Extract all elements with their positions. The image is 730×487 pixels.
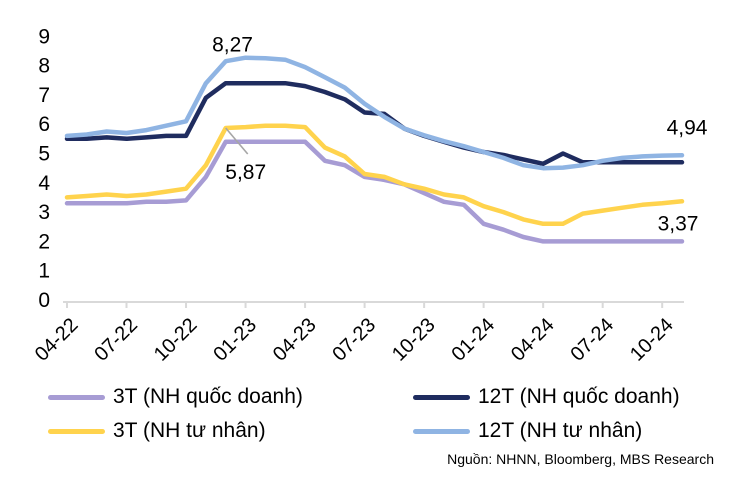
y-tick-label: 8: [38, 55, 50, 78]
source-note: Nguồn: NHNN, Bloomberg, MBS Research: [447, 451, 714, 467]
y-tick-label: 1: [38, 260, 50, 283]
legend-label-3t-tu-nhan: 3T (NH tư nhân): [113, 419, 266, 442]
rate-line-chart: 04-22 07-22 10-22 01-23 04-23 07-23 10-23 01-24…: [31, 25, 708, 366]
x-tick-label: 07-23: [328, 314, 380, 366]
y-tick-label: 6: [38, 113, 50, 136]
annotation-value-5-87: 5,87: [225, 161, 266, 184]
legend-item-12t-tu-nhan: 12T (NH tư nhân): [413, 419, 642, 443]
y-tick-label: 5: [38, 143, 50, 166]
legend-swatch-12t-tu-nhan-icon: [413, 428, 470, 434]
x-tick-label: 04-22: [31, 314, 83, 366]
y-tick-label: 9: [38, 25, 50, 48]
y-tick-label: 0: [38, 289, 50, 312]
annotation-leader-line: [225, 127, 249, 155]
x-tick-label: 04-23: [269, 314, 321, 366]
series-line-3t-nh-qu-c-doanh-: [64, 139, 685, 244]
x-tick-label: 01-24: [447, 314, 499, 366]
y-tick-label: 7: [38, 84, 50, 107]
series-line-12t-nh-qu-c-doanh-: [64, 80, 685, 167]
legend-swatch-12t-quoc-doanh-icon: [413, 394, 470, 400]
y-tick-label: 3: [38, 201, 50, 224]
x-tick-label: 04-24: [507, 314, 559, 366]
legend-swatch-3t-quoc-doanh-icon: [48, 394, 105, 400]
series-line-3t-nh-t-nh-n-: [64, 123, 685, 227]
legend-swatch-3t-tu-nhan-icon: [48, 428, 105, 434]
legend-label-3t-quoc-doanh: 3T (NH quốc doanh): [113, 385, 303, 408]
x-tick-label: 01-23: [209, 314, 261, 366]
annotation-value-4-94: 4,94: [667, 116, 708, 139]
legend-label-12t-tu-nhan: 12T (NH tư nhân): [478, 419, 643, 442]
x-tick-label: 07-22: [90, 314, 142, 366]
legend-item-12t-quoc-doanh: 12T (NH quốc doanh): [413, 385, 680, 409]
legend-item-3t-quoc-doanh: 3T (NH quốc doanh): [48, 385, 303, 409]
x-tick-label: 07-24: [566, 314, 618, 366]
y-tick-label: 4: [38, 172, 50, 195]
y-tick-label: 2: [38, 230, 50, 253]
x-tick-label: 10-23: [388, 314, 440, 366]
x-tick-label: 10-22: [150, 314, 202, 366]
legend-item-3t-tu-nhan: 3T (NH tư nhân): [48, 419, 266, 443]
annotation-value-8-27: 8,27: [212, 34, 253, 57]
annotation-value-3-37: 3,37: [658, 212, 699, 235]
legend-label-12t-quoc-doanh: 12T (NH quốc doanh): [478, 385, 680, 408]
x-tick-label: 10-24: [626, 314, 678, 366]
series-line-12t-nh-t-nh-n-: [64, 55, 685, 171]
